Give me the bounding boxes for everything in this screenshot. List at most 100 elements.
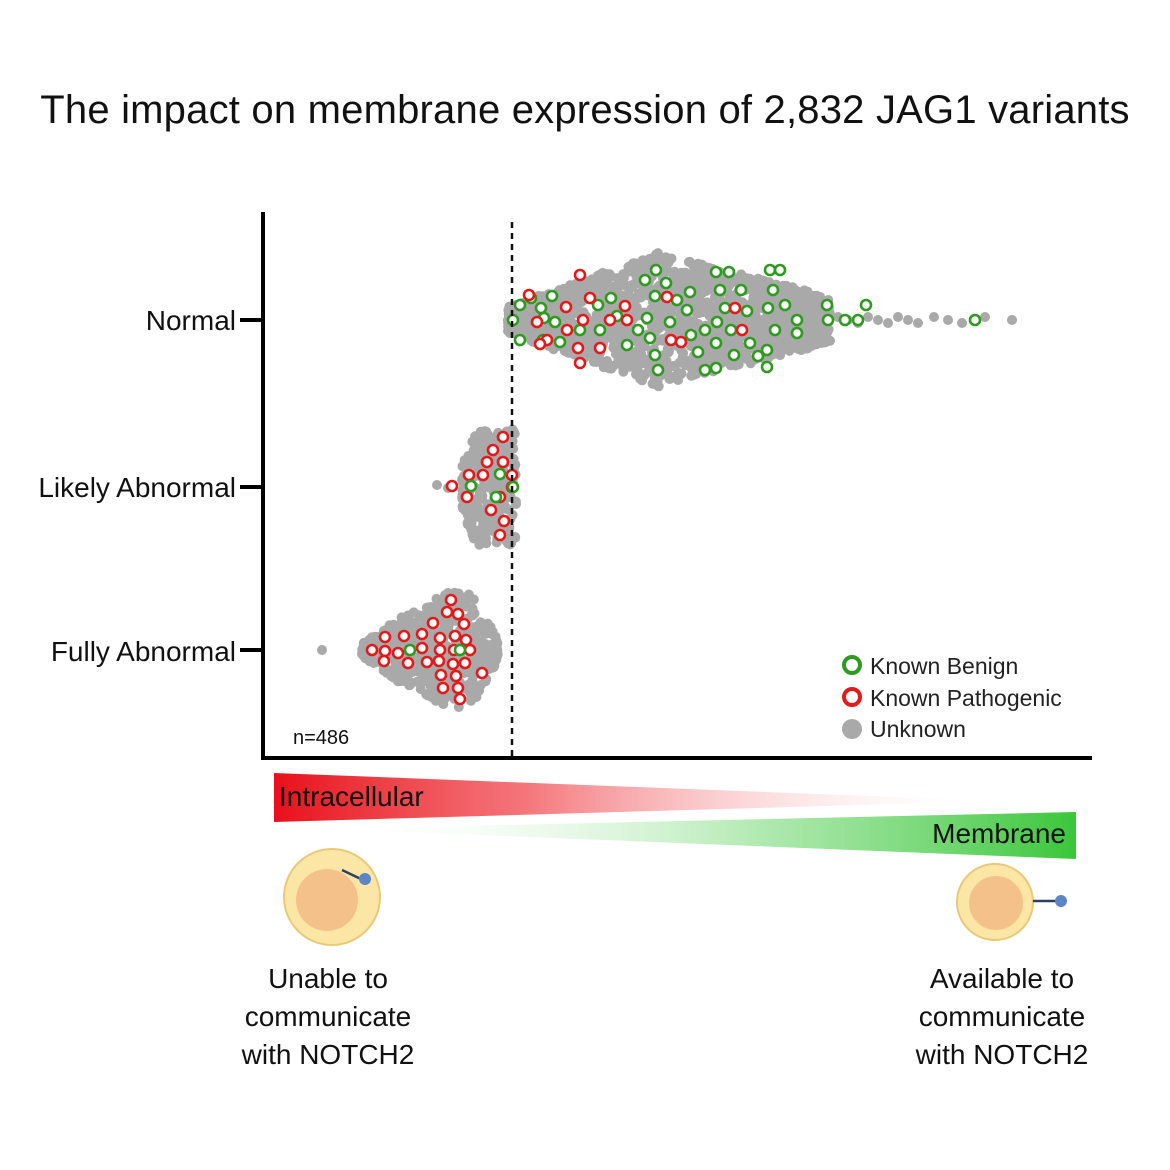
legend-unknown-label: Unknown: [870, 716, 966, 742]
known-benign-point: [851, 313, 865, 327]
known-benign-point: [648, 289, 662, 303]
known-benign-point: [760, 360, 774, 374]
unknown-point-normal: [753, 273, 764, 284]
y-tick-label-normal: Normal: [146, 305, 236, 336]
unknown-point-normal: [549, 328, 560, 339]
known-benign-point: [593, 323, 607, 337]
legend-benign-marker: [842, 655, 862, 675]
unknown-point-normal: [637, 255, 648, 266]
known-pathogenic-point: [728, 301, 742, 315]
unknown-point-normal: [697, 299, 708, 310]
known-benign-point: [648, 348, 662, 362]
unknown-point-fully-abnormal: [403, 614, 414, 625]
unknown-point-normal: [696, 259, 707, 270]
unknown-point-normal: [667, 361, 678, 372]
known-pathogenic-point: [593, 341, 607, 355]
known-benign-point: [691, 345, 705, 359]
known-pathogenic-point: [432, 654, 446, 668]
unknown-point-normal: [676, 267, 687, 278]
known-pathogenic-point: [458, 656, 472, 670]
unknown-point-normal: [628, 295, 639, 306]
unknown-point-likely-abnormal: [507, 509, 518, 520]
known-benign-point: [464, 479, 478, 493]
unknown-point-fully-abnormal: [477, 622, 487, 633]
known-pathogenic-point: [559, 300, 573, 314]
unknown-point-normal: [980, 312, 990, 322]
known-benign-point: [649, 263, 663, 277]
unknown-point-likely-abnormal: [479, 427, 489, 438]
unknown-point-normal: [662, 257, 673, 268]
legend-pathogenic-label: Known Pathogenic: [870, 685, 1062, 711]
unknown-point-normal: [705, 300, 716, 311]
unknown-point-normal: [805, 305, 816, 316]
membrane-cell-icon: [956, 863, 1067, 941]
unknown-point-normal: [730, 335, 741, 345]
unknown-point-normal: [675, 320, 686, 330]
unknown-point-likely-abnormal: [504, 531, 515, 542]
unknown-point-normal: [686, 363, 697, 374]
known-pathogenic-point: [735, 323, 749, 337]
unknown-point-normal: [653, 253, 664, 264]
known-pathogenic-point: [448, 629, 462, 643]
unknown-point-likely-abnormal: [477, 482, 488, 493]
known-pathogenic-point: [451, 607, 465, 621]
unknown-point-normal: [673, 375, 683, 385]
unknown-point-fully-abnormal: [317, 645, 327, 655]
known-pathogenic-point: [497, 514, 511, 528]
unknown-point-normal: [717, 355, 728, 366]
unknown-point-fully-abnormal: [405, 680, 415, 690]
known-benign-point: [743, 336, 757, 350]
unknown-point-normal: [1007, 315, 1017, 325]
known-benign-point: [751, 349, 765, 363]
unknown-point-normal: [741, 273, 752, 284]
known-pathogenic-point: [496, 455, 510, 469]
known-benign-point: [821, 313, 835, 327]
known-pathogenic-point: [401, 656, 415, 670]
unknown-point-normal: [913, 318, 923, 328]
known-benign-point: [663, 315, 677, 329]
known-benign-point: [651, 363, 665, 377]
y-tick-label-fully-abnormal: Fully Abnormal: [51, 636, 236, 667]
known-pathogenic-point: [365, 643, 379, 657]
unknown-point-normal: [683, 257, 694, 267]
expression-gradient: Intracellular Membrane: [274, 773, 1076, 859]
legend-unknown-marker: [842, 719, 862, 739]
known-benign-point: [778, 298, 792, 312]
known-benign-point: [698, 323, 712, 337]
legend: Known Benign Known Pathogenic Unknown: [842, 653, 1062, 742]
known-pathogenic-point: [583, 291, 597, 305]
known-benign-point: [709, 361, 723, 375]
unknown-point-fully-abnormal: [466, 693, 476, 704]
known-benign-point: [553, 335, 567, 349]
unknown-point-fully-abnormal: [479, 644, 490, 655]
known-benign-point: [734, 283, 748, 297]
unknown-point-normal: [606, 363, 617, 374]
known-pathogenic-point: [620, 313, 634, 327]
unknown-point-normal: [802, 289, 813, 300]
known-benign-point: [709, 336, 723, 350]
unknown-point-normal: [525, 329, 536, 340]
unknown-point-normal: [662, 344, 673, 354]
unknown-point-likely-abnormal: [476, 511, 487, 521]
unknown-point-likely-abnormal: [470, 431, 481, 442]
known-pathogenic-point: [436, 681, 450, 695]
unknown-point-normal: [791, 341, 801, 352]
unknown-point-likely-abnormal: [475, 532, 486, 543]
known-pathogenic-point: [571, 341, 585, 355]
known-benign-point: [820, 298, 834, 312]
unknown-point-normal: [635, 263, 645, 274]
unknown-point-normal: [585, 340, 595, 351]
known-pathogenic-point: [434, 668, 448, 682]
known-pathogenic-point: [660, 290, 674, 304]
caption-available-line2: communicate: [918, 1001, 1086, 1032]
unknown-point-normal: [893, 312, 903, 322]
known-pathogenic-point: [460, 490, 474, 504]
known-benign-point: [710, 315, 724, 329]
unknown-point-normal: [507, 323, 518, 334]
unknown-point-fully-abnormal: [481, 651, 492, 662]
known-benign-point: [740, 304, 754, 318]
known-pathogenic-point: [664, 333, 678, 347]
unknown-point-normal: [592, 282, 603, 293]
unknown-point-fully-abnormal: [390, 621, 401, 632]
known-benign-point: [790, 326, 804, 340]
